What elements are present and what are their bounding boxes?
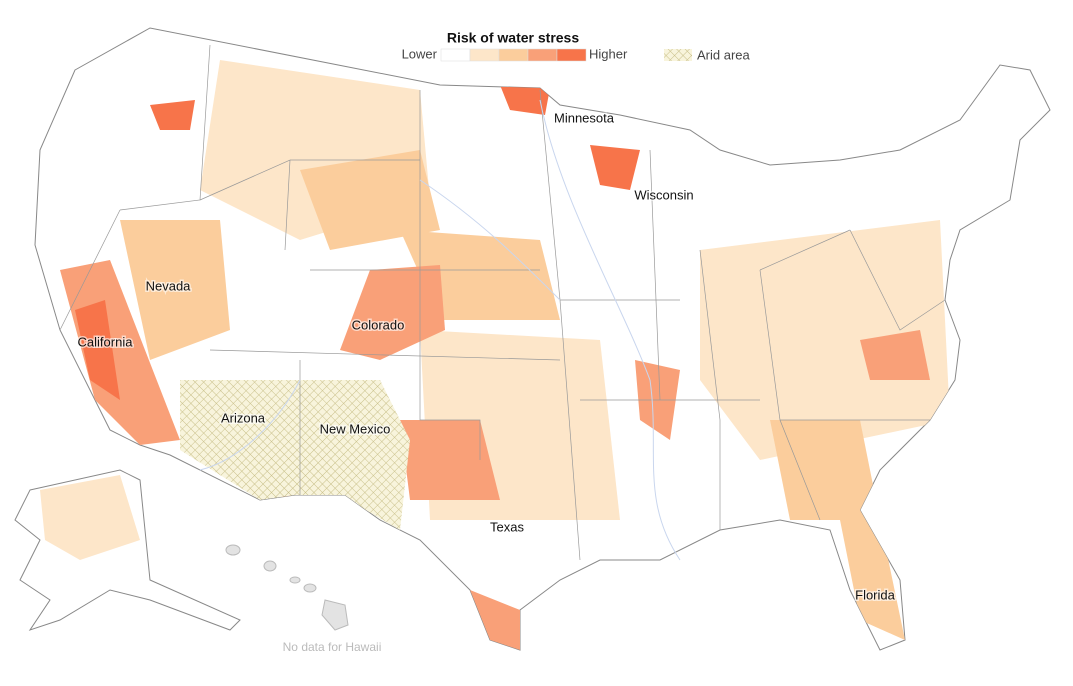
risk-region bbox=[400, 420, 500, 500]
state-label: California bbox=[78, 334, 134, 349]
risk-region bbox=[75, 300, 120, 400]
risk-regions bbox=[60, 60, 950, 650]
legend-swatch bbox=[440, 48, 471, 62]
state-label: Texas bbox=[490, 519, 524, 534]
hawaii bbox=[225, 544, 349, 631]
state-label: Florida bbox=[855, 587, 896, 602]
legend-swatch bbox=[556, 48, 587, 62]
risk-region bbox=[840, 520, 905, 640]
risk-region bbox=[300, 150, 440, 250]
risk-region bbox=[120, 220, 230, 360]
legend-swatch bbox=[527, 48, 558, 62]
state-label: Minnesota bbox=[554, 110, 615, 125]
risk-region bbox=[590, 145, 640, 190]
risk-region bbox=[470, 590, 520, 650]
arid-swatch bbox=[664, 49, 692, 61]
legend-arid: Arid area bbox=[697, 47, 751, 62]
state-label: Arizona bbox=[221, 410, 266, 425]
risk-region bbox=[150, 100, 195, 130]
risk-region bbox=[860, 330, 930, 380]
legend-swatch bbox=[498, 48, 529, 62]
legend: Risk of water stress Lower Higher Arid a… bbox=[402, 30, 751, 63]
arid-region bbox=[180, 380, 410, 530]
state-label: New Mexico bbox=[320, 421, 391, 436]
legend-high: Higher bbox=[589, 46, 628, 61]
risk-region bbox=[500, 85, 550, 115]
risk-region bbox=[770, 420, 880, 520]
legend-low: Lower bbox=[402, 46, 438, 61]
risk-region bbox=[40, 475, 140, 560]
borders bbox=[59, 44, 946, 561]
state-label: Wisconsin bbox=[634, 187, 693, 202]
legend-swatch bbox=[469, 48, 500, 62]
legend-title: Risk of water stress bbox=[447, 30, 579, 46]
risk-region bbox=[700, 220, 950, 460]
state-label: Colorado bbox=[352, 317, 405, 332]
state-label: Nevada bbox=[146, 278, 192, 293]
hawaii-note: No data for Hawaii bbox=[283, 640, 382, 654]
risk-region bbox=[340, 265, 445, 360]
